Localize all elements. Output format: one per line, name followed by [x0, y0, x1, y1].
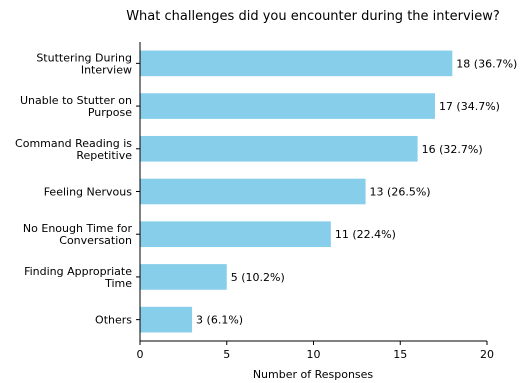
- category-label: Stuttering During Interview: [36, 51, 132, 76]
- data-label: 13 (26.5%): [370, 186, 431, 199]
- x-tick-label: 15: [393, 348, 407, 361]
- data-label: 5 (10.2%): [231, 271, 285, 284]
- category-label: Feeling Nervous: [44, 186, 133, 199]
- bar: [140, 178, 366, 205]
- data-label: 18 (36.7%): [456, 57, 517, 70]
- data-label: 16 (32.7%): [422, 143, 483, 156]
- bar: [140, 221, 331, 248]
- bar: [140, 306, 193, 333]
- bar: [140, 135, 418, 162]
- bar: [140, 50, 453, 77]
- category-labels: Stuttering During Interview Unable to Stut…: [15, 51, 132, 326]
- data-label: 3 (6.1%): [196, 314, 243, 327]
- bar: [140, 93, 435, 119]
- category-label: Unable to Stutter on Purpose: [20, 94, 132, 119]
- value-labels: 18 (36.7%) 17 (34.7%) 16 (32.7%) 13 (26.5%)…: [196, 57, 517, 326]
- category-label: Others: [95, 314, 132, 327]
- x-tick-label: 20: [480, 348, 494, 361]
- x-tick-label: 5: [223, 348, 230, 361]
- x-axis-ticks: 0 5 10 15 20: [136, 62, 494, 361]
- bar: [140, 264, 227, 290]
- x-tick-label: 10: [307, 348, 321, 361]
- x-tick-label: 0: [137, 348, 144, 361]
- category-label: Finding Appropriate Time: [24, 265, 132, 290]
- data-label: 17 (34.7%): [439, 100, 500, 113]
- chart-title: What challenges did you encounter during…: [126, 9, 500, 24]
- data-label: 11 (22.4%): [335, 228, 396, 241]
- x-axis-label: Number of Responses: [253, 368, 374, 381]
- category-label: Command Reading is Repetitive: [15, 137, 132, 162]
- bars-group: [140, 50, 453, 333]
- category-label: No Enough Time for Conversation: [23, 222, 133, 247]
